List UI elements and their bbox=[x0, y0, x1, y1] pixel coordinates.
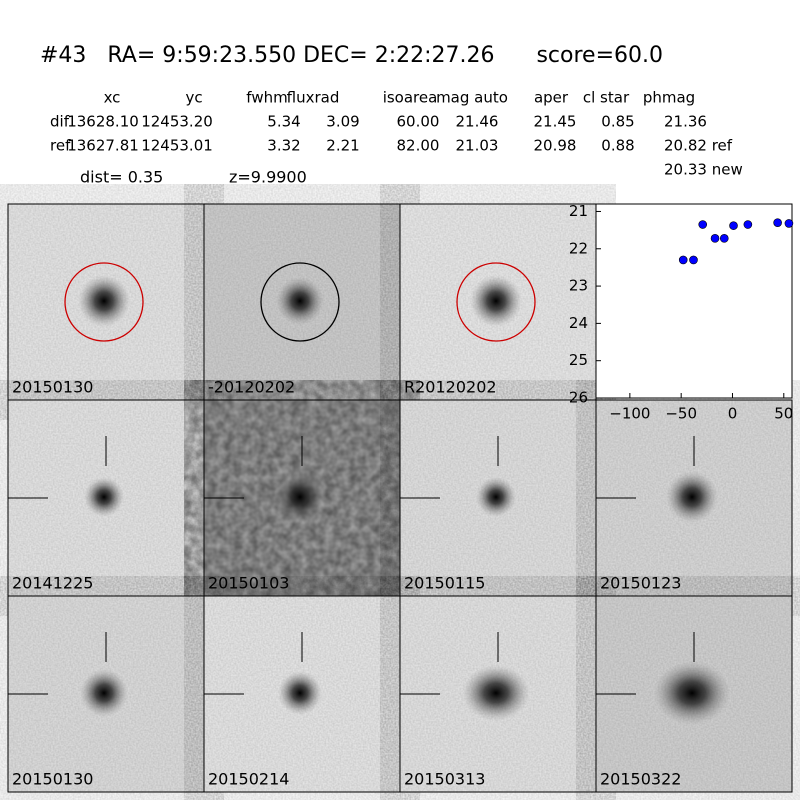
column-header: fluxrad bbox=[287, 89, 340, 107]
y-tick-label: 23 bbox=[569, 277, 588, 295]
point bbox=[773, 218, 782, 227]
table-cell: 0.88 bbox=[601, 137, 634, 155]
point bbox=[710, 234, 720, 243]
column-header: mag auto bbox=[436, 89, 508, 107]
source bbox=[274, 471, 326, 523]
table-cell: 12453.01 bbox=[141, 137, 213, 155]
point bbox=[743, 220, 753, 229]
source bbox=[84, 477, 124, 517]
y-tick-label: 25 bbox=[569, 351, 588, 369]
column-header: phmag bbox=[643, 89, 695, 107]
table-cell: 20.98 bbox=[534, 137, 577, 155]
stamp-label: R20120202 bbox=[404, 378, 497, 397]
table-cell: 21.36 bbox=[664, 113, 707, 131]
new-mag: 20.33 new bbox=[664, 161, 743, 179]
point bbox=[784, 219, 794, 228]
y-tick-label: 22 bbox=[569, 239, 588, 257]
column-header: aper bbox=[534, 89, 569, 107]
z: z=9.9900 bbox=[229, 168, 307, 187]
column-header: cl star bbox=[583, 89, 630, 107]
y-tick-label: 26 bbox=[569, 389, 588, 407]
stamp-label: 20141225 bbox=[12, 574, 93, 593]
column-header: xc bbox=[104, 89, 121, 107]
source bbox=[666, 471, 718, 523]
point bbox=[689, 255, 698, 265]
table-cell: dif bbox=[50, 113, 70, 131]
y-tick-label: 21 bbox=[569, 202, 588, 220]
column-header: isoarea bbox=[383, 89, 438, 107]
point bbox=[729, 221, 738, 230]
source bbox=[470, 275, 522, 327]
point bbox=[719, 234, 729, 243]
source bbox=[80, 669, 128, 717]
column-header: yc bbox=[185, 89, 202, 107]
table-cell: 2.21 bbox=[326, 137, 359, 155]
table-cell: 21.46 bbox=[456, 113, 499, 131]
table-cell: 0.85 bbox=[601, 113, 634, 131]
x-tick-label: 0 bbox=[728, 405, 738, 423]
aperture-circle bbox=[64, 262, 144, 342]
source bbox=[276, 277, 324, 325]
point bbox=[698, 220, 708, 229]
table-cell: 82.00 bbox=[397, 137, 440, 155]
table-cell: 3.32 bbox=[267, 137, 300, 155]
stamp-label: 20150123 bbox=[600, 574, 681, 593]
y-tick-label: 24 bbox=[569, 314, 588, 332]
point bbox=[678, 255, 688, 265]
source bbox=[462, 665, 530, 721]
x-tick-label: −100 bbox=[609, 405, 650, 423]
table-cell: ref bbox=[50, 137, 71, 155]
stamp-label: 20150313 bbox=[404, 770, 485, 789]
table-cell: 60.00 bbox=[397, 113, 440, 131]
source bbox=[278, 671, 322, 715]
stamp-label: 20150115 bbox=[404, 574, 485, 593]
table-cell: 13628.10 bbox=[67, 113, 139, 131]
x-tick-label: −50 bbox=[665, 405, 697, 423]
source bbox=[78, 275, 130, 327]
table-cell: 3.09 bbox=[326, 113, 359, 131]
plot-area bbox=[595, 203, 793, 399]
stamp-label: 20150103 bbox=[208, 574, 289, 593]
stamp-label: 20150130 bbox=[12, 770, 93, 789]
title: #43 RA= 9:59:23.550 DEC= 2:22:27.26 scor… bbox=[40, 43, 663, 68]
aperture-circle bbox=[260, 262, 340, 342]
x-tick-label: 50 bbox=[774, 405, 793, 423]
table-cell: 21.45 bbox=[534, 113, 577, 131]
stamp-frame bbox=[595, 595, 793, 793]
table-cell: 12453.20 bbox=[141, 113, 213, 131]
stamp-label: 20150322 bbox=[600, 770, 681, 789]
source bbox=[653, 661, 731, 725]
table-cell: 5.34 bbox=[267, 113, 300, 131]
table-cell: 20.82 ref bbox=[664, 137, 733, 155]
stamp-label: 20150214 bbox=[208, 770, 289, 789]
aperture-circle bbox=[456, 262, 536, 342]
column-header: fwhm bbox=[246, 89, 287, 107]
stamp-label: -20120202 bbox=[208, 378, 295, 397]
table-cell: 13627.81 bbox=[67, 137, 139, 155]
source bbox=[476, 477, 516, 517]
stamp-label: 20150130 bbox=[12, 378, 93, 397]
dist: dist= 0.35 bbox=[80, 168, 163, 187]
table-cell: 21.03 bbox=[456, 137, 499, 155]
